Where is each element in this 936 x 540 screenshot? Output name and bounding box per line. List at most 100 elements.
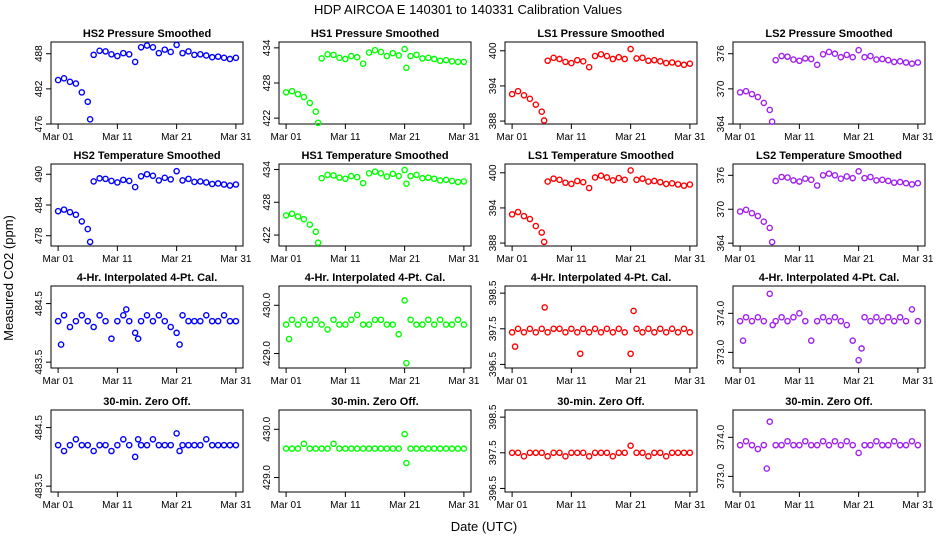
data-point [336,321,343,328]
data-point [825,48,833,56]
x-tick-label: Mar 31 [220,254,252,265]
data-point [359,60,367,67]
data-point [736,317,744,325]
data-point [908,181,916,188]
data-point [197,441,204,449]
data-point [425,174,432,181]
data-point [585,453,593,460]
x-tick-label: Mar 11 [784,132,815,143]
x-tick-label: Mar 21 [389,132,421,143]
x-tick-label: Mar 21 [389,500,421,511]
data-point [807,441,815,449]
data-point [460,178,468,185]
data-point [312,316,320,324]
data-point [389,321,397,328]
data-point [84,441,92,449]
y-tick-label: 388 [488,112,499,129]
x-tick-label: Mar 21 [161,376,193,387]
data-point [508,329,516,336]
data-point [772,317,779,325]
data-point [395,52,403,59]
data-point [562,329,569,336]
data-point [342,321,349,328]
panel-title: 30-min. Zero Off. [557,396,644,408]
data-point [342,175,349,183]
data-point [668,180,676,187]
y-tick-label: 396.5 [488,351,499,376]
panel-8: LS2 Temperature Smoothed Mar 01 Mar 11 Mar … [716,150,934,265]
data-point [108,177,115,185]
data-point [131,183,139,191]
y-tick-label: 422 [262,226,273,243]
y-tick-label: 430.0 [262,416,273,441]
data-point [514,87,522,95]
x-tick-label: Mar 11 [784,254,815,265]
data-point [90,51,97,59]
data-point [314,239,322,247]
data-point [353,445,361,452]
panel-title: 4-Hr. Interpolated 4-Pt. Cal. [759,272,900,284]
data-point [662,59,670,67]
y-tick-label: 428 [262,193,273,210]
data-point [359,445,367,452]
data-point [520,453,528,460]
data-point [454,445,462,452]
data-point [579,325,587,333]
data-point [621,55,629,63]
data-point [125,317,133,325]
data-point [849,174,857,182]
data-point [454,58,462,66]
x-tick-label: Mar 11 [102,376,133,387]
data-point [232,441,240,449]
data-point [633,55,640,62]
data-point [772,441,779,449]
data-point [143,441,151,449]
y-tick-label: 400 [488,164,499,181]
data-point [54,317,62,325]
data-point [371,316,379,324]
data-point [342,55,349,63]
x-tick-label: Mar 21 [843,254,875,265]
data-point [819,437,827,445]
plot-frame [732,41,926,125]
data-point [60,447,68,455]
x-tick-label: Mar 21 [843,376,875,387]
data-point [197,178,204,185]
data-point [84,317,92,325]
data-point [873,437,880,445]
data-point [430,445,438,452]
data-point [686,60,694,67]
data-point [353,53,361,61]
data-point [656,58,664,65]
panel-3: LS1 Pressure Smoothed Mar 01 Mar 11 Mar 21 M… [488,28,706,143]
data-point [226,55,234,63]
data-point [784,437,791,445]
data-point [134,435,142,443]
data-point [179,441,186,449]
data-point [873,177,880,184]
data-point [837,441,845,449]
data-point [371,168,379,175]
data-point [96,311,103,319]
data-point [550,54,557,62]
data-point [312,228,320,236]
x-tick-label: Mar 11 [330,254,361,265]
data-point [214,53,222,60]
data-point [633,176,640,184]
data-point [615,174,623,182]
panel-1: HS2 Pressure Smoothed Mar 01 Mar 11 Mar 21 M… [34,28,252,143]
data-point [191,178,198,186]
data-point [66,78,74,86]
data-point [768,238,776,246]
x-tick-label: Mar 11 [556,132,587,143]
plot-frame [278,163,472,247]
data-point [282,89,290,96]
data-point [401,297,408,304]
data-point [365,321,373,328]
data-point [579,58,587,65]
data-point [208,53,216,61]
data-point [324,171,331,179]
data-point [508,90,516,98]
data-point [407,52,414,60]
data-point [680,325,688,333]
